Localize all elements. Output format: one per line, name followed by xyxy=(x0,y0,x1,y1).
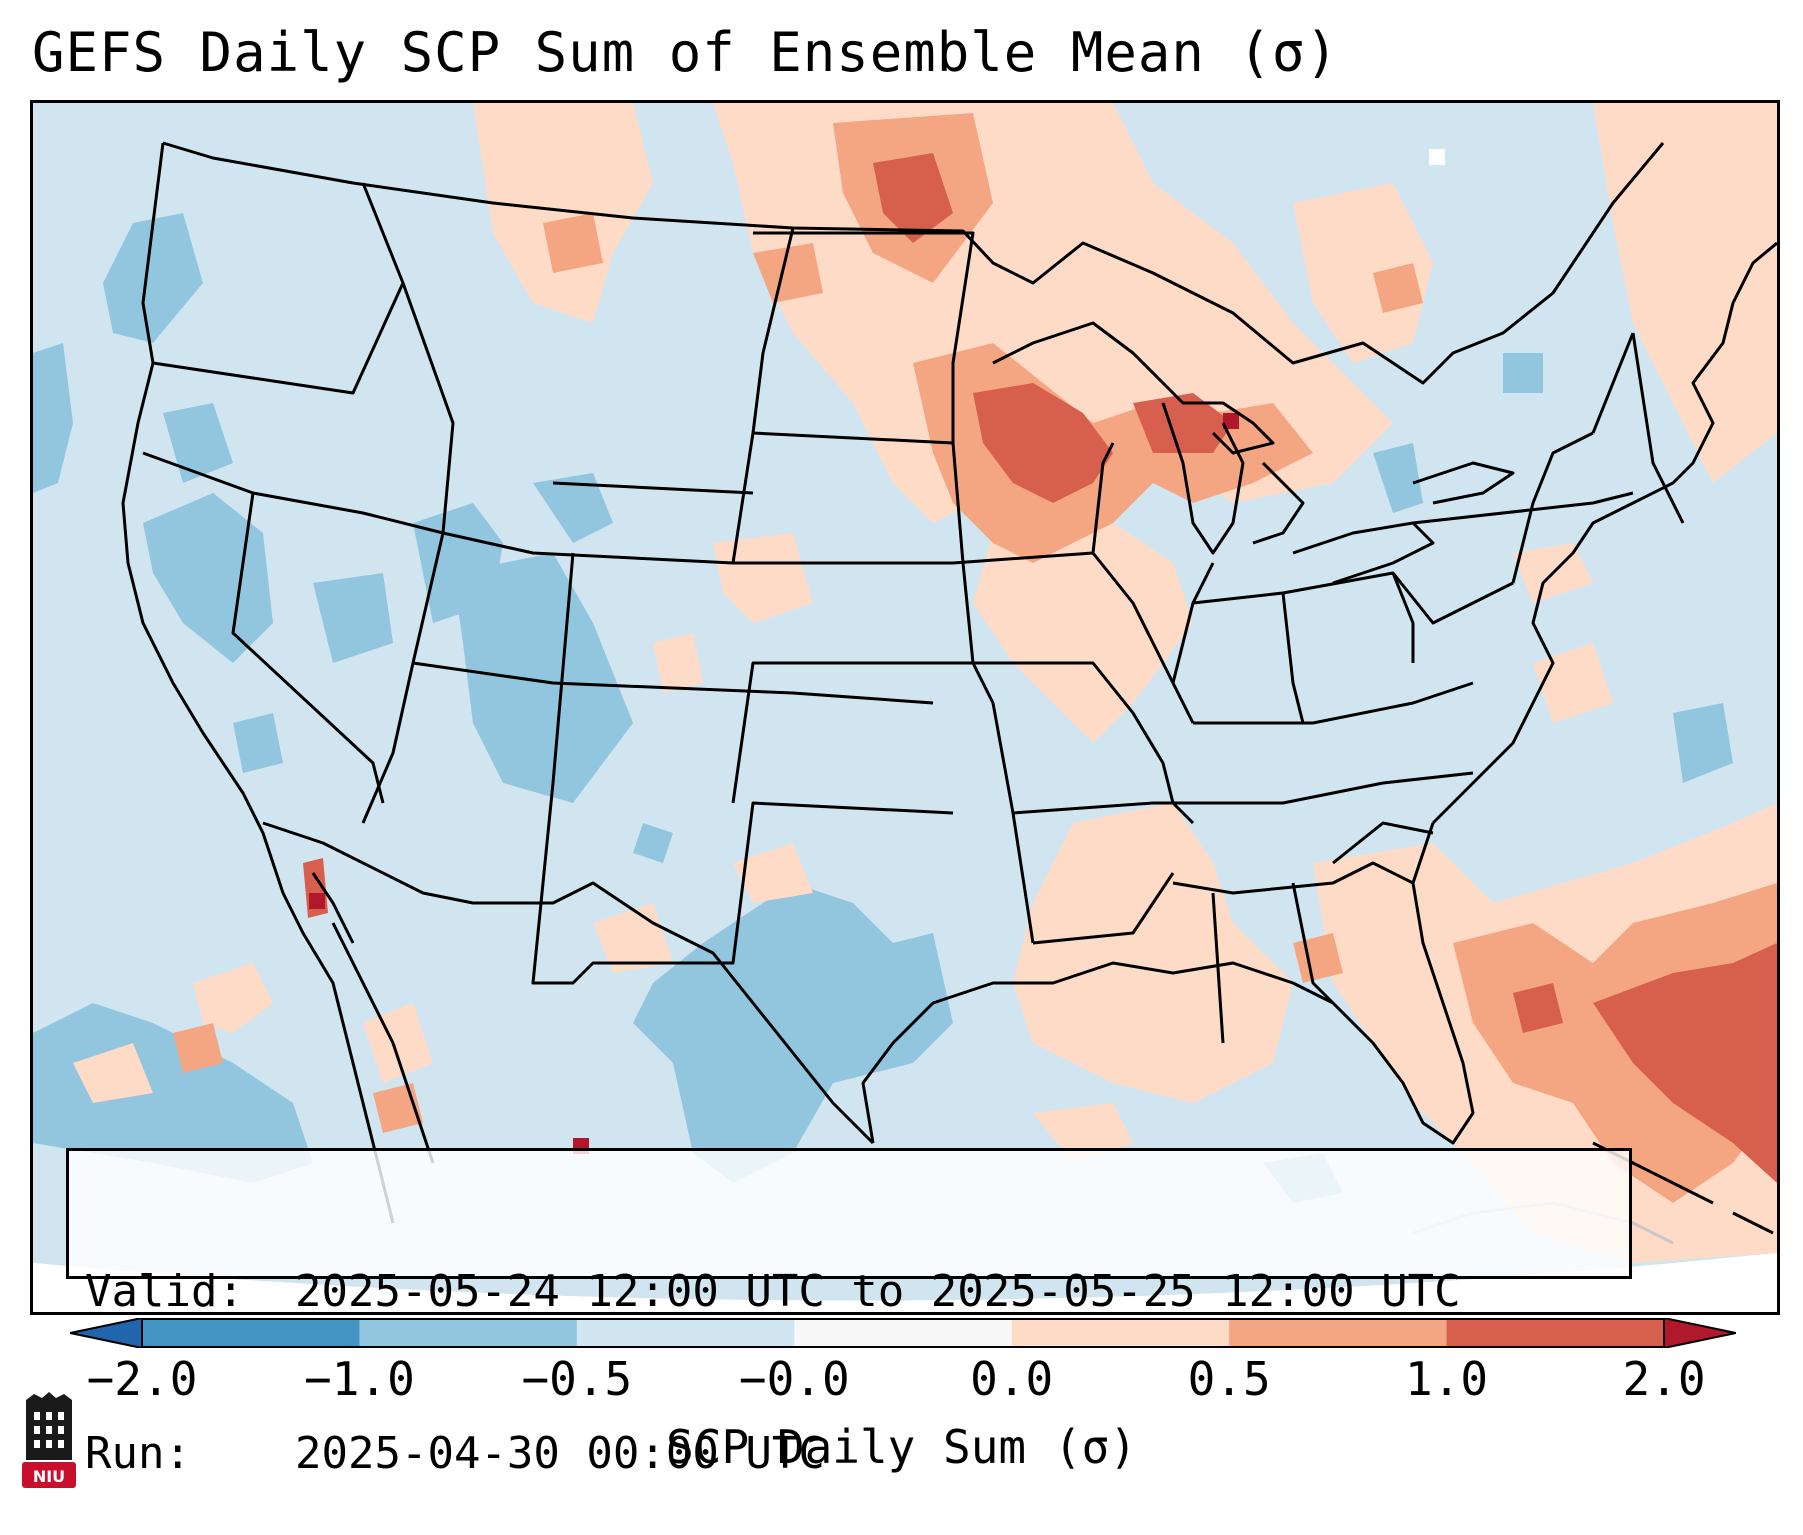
valid-label: Valid: xyxy=(85,1266,244,1317)
colorbar-segment xyxy=(1446,1319,1665,1347)
colorbar-tick-label: −1.0 xyxy=(304,1352,415,1406)
anomaly-cells-red xyxy=(303,153,1777,1183)
colorbar-segment xyxy=(794,1319,1013,1347)
colorbar-tick-label: −0.0 xyxy=(738,1352,850,1406)
run-time-value: 2025-04-30 00:00 UTC xyxy=(295,1428,825,1479)
logo-banner xyxy=(22,1462,76,1488)
valid-time-value: 2025-05-24 12:00 UTC to 2025-05-25 12:00… xyxy=(295,1266,1461,1317)
missing-value-cell xyxy=(1429,149,1445,165)
logo-text: NIU xyxy=(33,1467,65,1486)
colorbar-label: SCP Daily Sum (σ) xyxy=(666,1420,1137,1474)
colorbar-segment xyxy=(576,1319,795,1347)
map-title: GEFS Daily SCP Sum of Ensemble Mean (σ) xyxy=(32,21,1339,84)
valid-time-row: Valid: 2025-05-24 12:00 UTC to 2025-05-25… xyxy=(85,1265,1629,1319)
outside-domain xyxy=(33,1253,1777,1312)
colorbar-tick-label: 2.0 xyxy=(1622,1352,1706,1406)
scp-anomaly-map xyxy=(33,103,1777,1312)
run-label: Run: xyxy=(85,1428,191,1479)
colorbar-extend-over xyxy=(1663,1318,1736,1348)
validity-info-box: Valid: 2025-05-24 12:00 UTC to 2025-05-25… xyxy=(66,1148,1632,1479)
colorbar-tick-label: −0.5 xyxy=(521,1352,633,1406)
colorbar-tick-label: 0.0 xyxy=(970,1352,1054,1406)
colorbar-segment xyxy=(142,1319,360,1347)
colorbar-tick-labels: −2.0 −1.0 −0.5 −0.0 0.0 0.5 1.0 2.0 xyxy=(0,1352,1803,1412)
colorbar-outline xyxy=(141,1318,1665,1348)
colorbar-segment xyxy=(1229,1319,1448,1347)
map-panel xyxy=(30,100,1780,1315)
colorbar-tick-label: 1.0 xyxy=(1405,1352,1489,1406)
colorbar xyxy=(70,1318,1736,1348)
anomaly-cells-light-blue xyxy=(33,213,1733,1203)
run-time-row: Run: 2025-04-30 00:00 UTC xyxy=(85,1427,1629,1481)
boundary-lines xyxy=(121,141,1777,1235)
colorbar-segment xyxy=(1011,1319,1230,1347)
niu-logo: NIU xyxy=(22,1392,76,1488)
colorbar-segment xyxy=(359,1319,578,1347)
colorbar-tick-label: −2.0 xyxy=(86,1352,198,1406)
colorbar-tick-label: 0.5 xyxy=(1187,1352,1271,1406)
